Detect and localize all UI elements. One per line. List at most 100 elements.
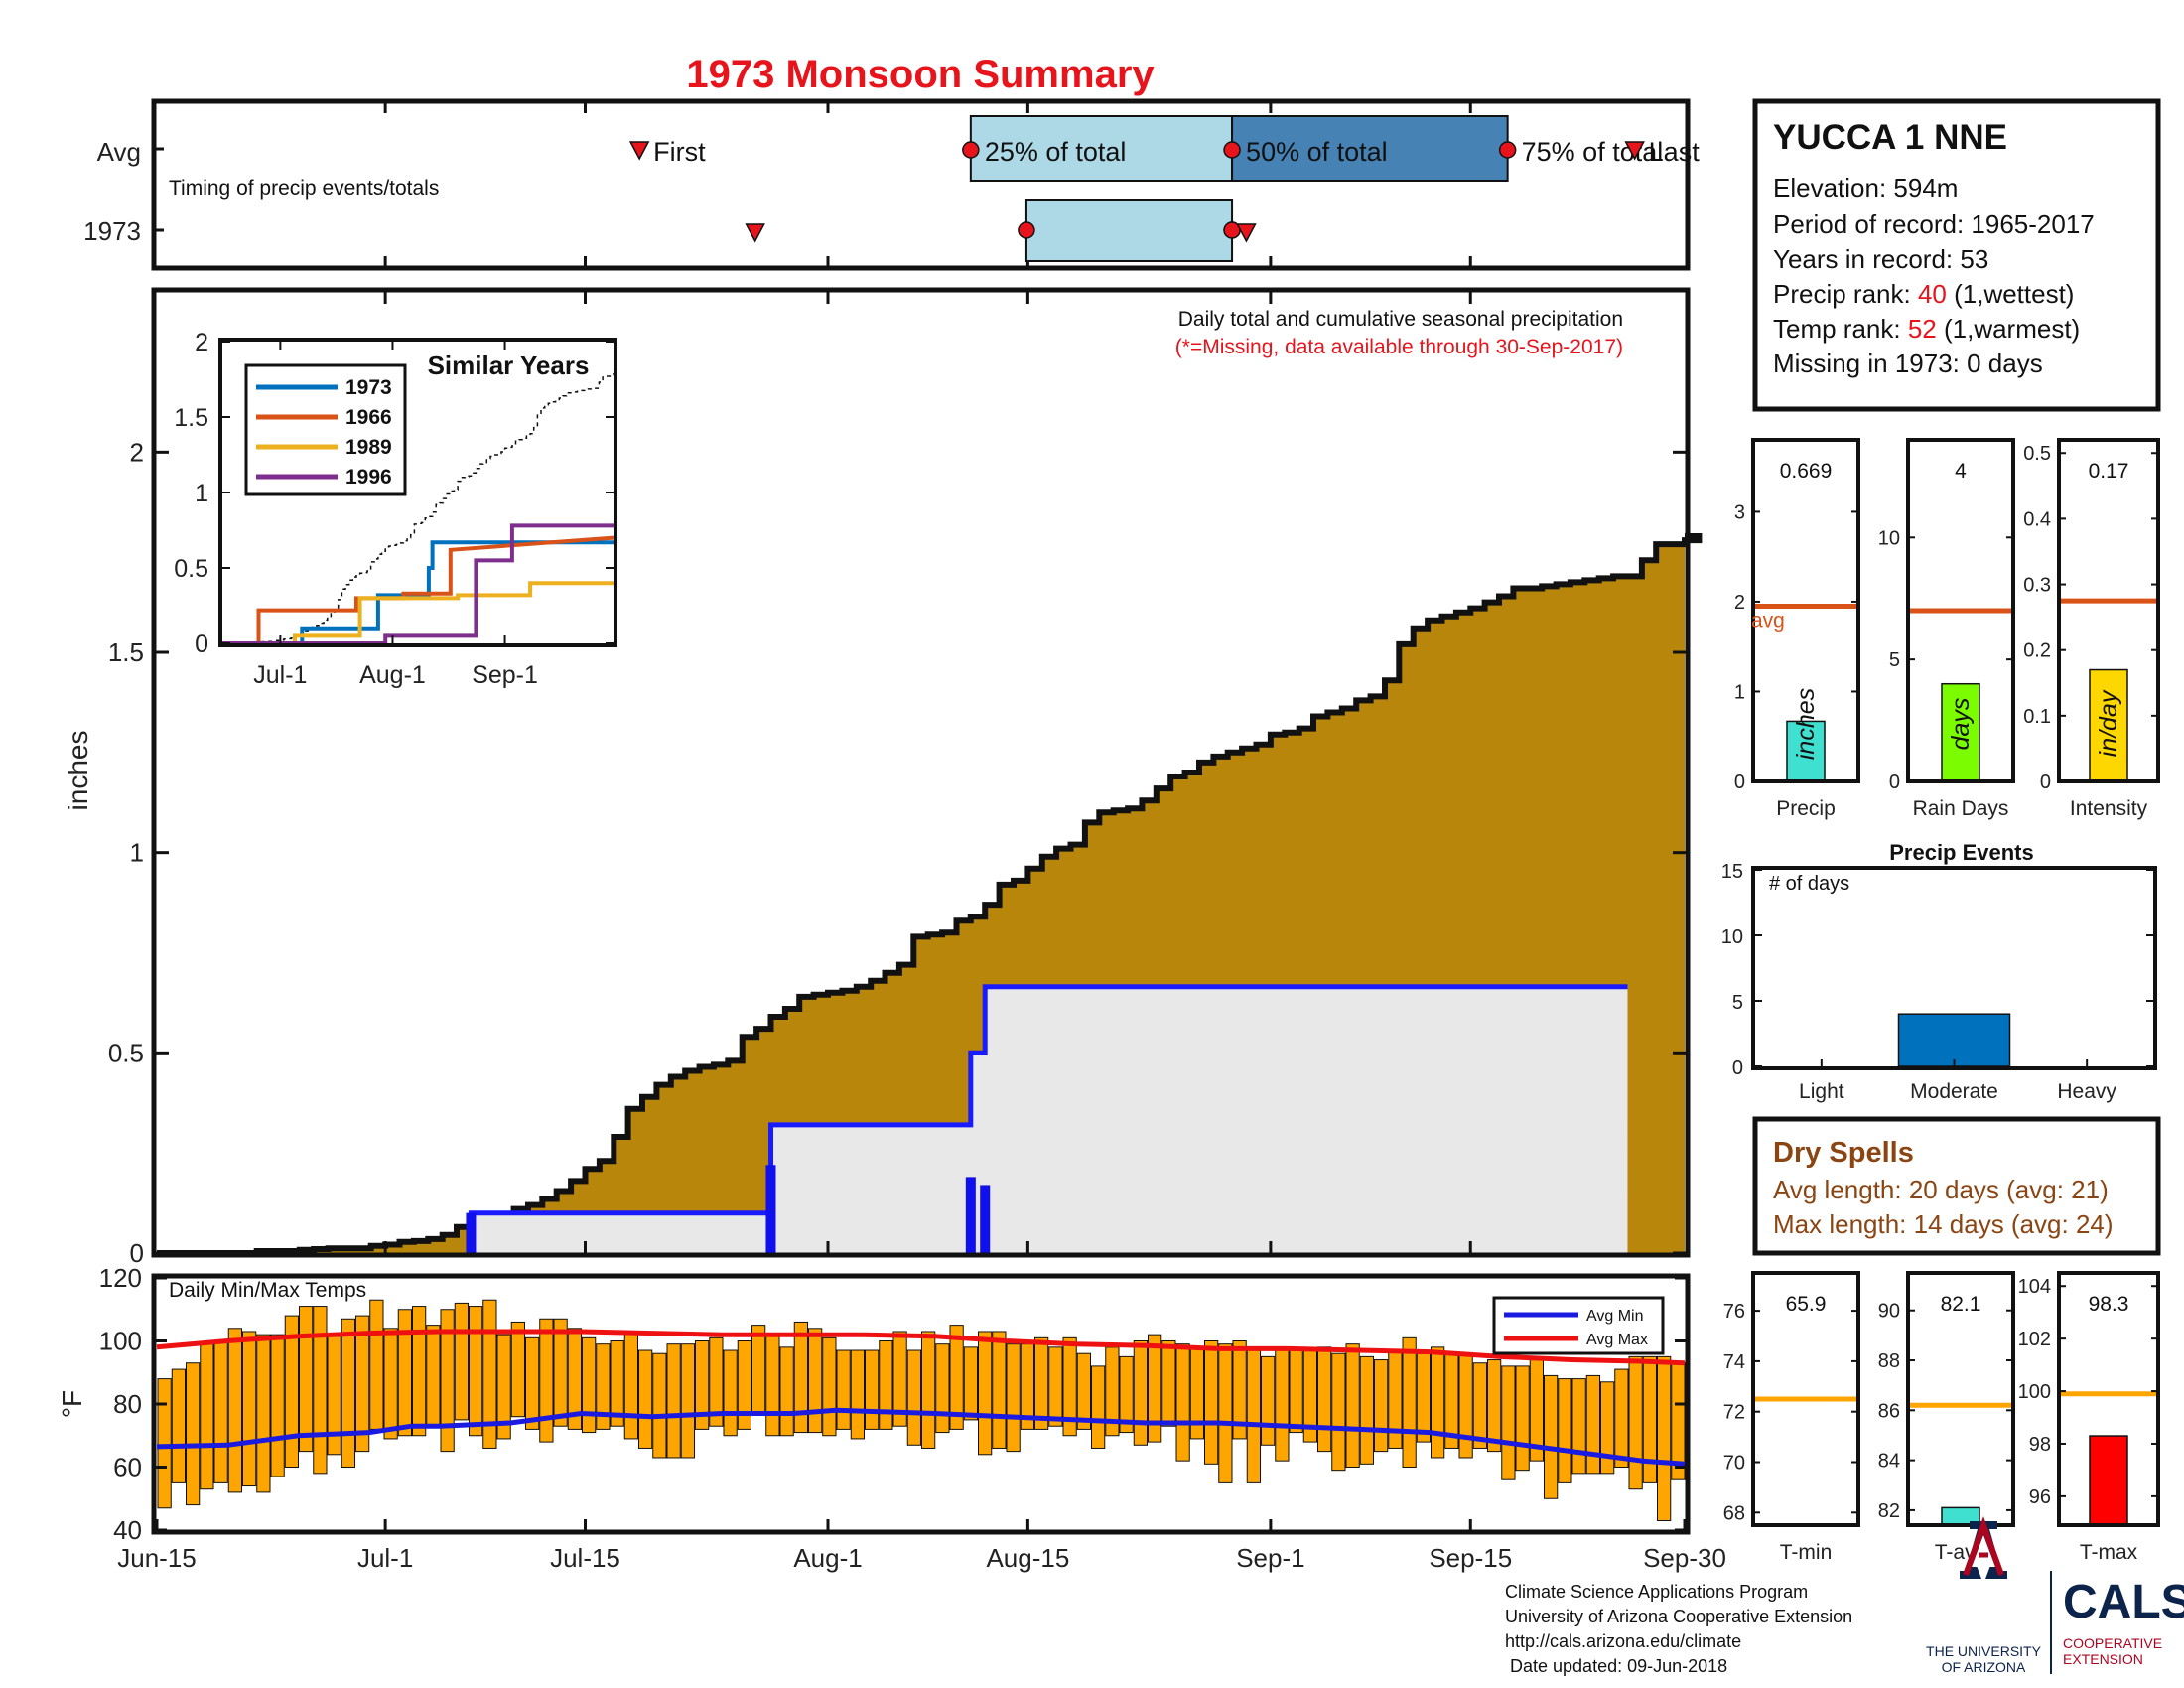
temp-range-bar [723,1349,738,1437]
avg-25-50-box [969,115,1234,182]
inset-frame [218,338,617,647]
temp-range-bar [539,1318,554,1443]
temp-range-bar [623,1331,638,1440]
avg-first-label: First [653,137,706,167]
x-tick-label: Jul-15 [550,1543,620,1573]
temp-range-bar [1048,1346,1063,1427]
panel-y-tick-label: 84 [1878,1451,1900,1473]
temp-range-bar [935,1343,950,1434]
temp-range-bar [1544,1374,1559,1499]
panel-label: Rain Days [1913,797,2009,820]
panel-value-bar [1786,720,1826,782]
footer-line-3: http://cals.arizona.edu/climate [1505,1631,1741,1651]
main-y-tick-label: 1 [130,838,144,868]
ua-logo-line-2: OF ARIZONA [1942,1659,2026,1675]
similar-year-line-1996 [222,523,614,645]
temp-range-bar [865,1349,880,1430]
precip-events-ylabel: # of days [1769,873,1849,895]
university-of-arizona-logo: THE UNIVERSITY OF ARIZONA [1926,1516,2042,1675]
precip-event-category: Heavy [2057,1080,2116,1103]
temps-chart-frame [151,1273,1691,1535]
station-elevation: Elevation: 594m [1773,173,1958,203]
panel-intensity: 0 0.1 0.2 0.3 0.4 0.5 0.17 Intensity in/day [2023,438,2160,820]
panel-label: T-min [1780,1541,1833,1564]
precip-events-title: Precip Events [1889,840,2034,865]
panel-y-tick-label: 70 [1723,1453,1745,1475]
temp-range-bar [879,1340,893,1430]
temp-range-bar [157,1378,172,1509]
temp-range-bar [510,1321,525,1418]
panel-y-tick-label: 0.2 [2023,640,2051,662]
temp-range-bar [1062,1336,1077,1437]
panel-y-tick-label: 2 [1734,592,1745,614]
daily-precip-bar [965,1177,976,1253]
temp-range-bar [1642,1355,1657,1483]
panel-value-text: 0.669 [1780,460,1833,483]
temp-range-bar [808,1328,823,1434]
temp-range-bar [1614,1368,1629,1468]
avg-75-marker [1498,141,1517,159]
similar-years-inset: 0 0.5 1 1.5 2 Jul-1 Aug-1 Sep-1 Similar Years 197… [174,329,617,689]
panel-y-tick-label: 0.1 [2023,706,2051,728]
temp-range-bar [1232,1340,1247,1440]
temp-range-bar [1657,1355,1672,1521]
panel-y-tick-label: 74 [1723,1351,1745,1373]
cals-coop-line-1: COOPERATIVE [2063,1635,2162,1651]
temp-range-bar [567,1328,582,1430]
panel-y-tick-label: 0 [2040,772,2051,793]
panel-rain-days: 0 5 10 4 Rain Days days [1878,438,2015,820]
temp-range-bar [850,1349,865,1440]
daily-precip-bar [765,1165,776,1253]
temp-range-bar [949,1325,964,1430]
dry-spells-box: Dry Spells Avg length: 20 days (avg: 21)… [1752,1116,2161,1256]
footer-line-1: Climate Science Applications Program [1505,1582,1808,1602]
temp-range-bar [469,1306,483,1437]
temp-range-bar [341,1318,355,1469]
temp-range-bar [1585,1374,1600,1475]
main-chart-title: Daily total and cumulative seasonal prec… [1178,308,1623,331]
temp-range-bar [1558,1378,1572,1483]
x-tick-label: Jul-1 [357,1543,413,1573]
station-years: Years in record: 53 [1773,244,1988,274]
panel-y-tick-label: 3 [1734,501,1745,523]
panel-y-tick-label: 96 [2029,1486,2051,1508]
temp-range-bar [369,1299,384,1430]
temp-range-bar [1148,1334,1162,1443]
temp-range-bar [1600,1381,1615,1475]
temp-range-bar [836,1349,851,1430]
temps-y-tick-label: 120 [99,1263,142,1293]
temp-range-bar [765,1334,780,1437]
temp-range-bar [482,1299,497,1449]
legend-label-1989: 1989 [345,436,392,459]
temp-range-bar [454,1302,469,1421]
x-tick-label: Sep-15 [1429,1543,1512,1573]
temp-range-bar [1133,1340,1148,1446]
panel-value-bar [2089,1435,2128,1526]
year-first-marker [745,223,765,243]
temp-range-bar [610,1340,624,1427]
temps-legend-label: Avg Max [1586,1332,1648,1348]
temps-legend-label: Avg Min [1586,1308,1644,1325]
inset-x-tick-label: Jul-1 [253,661,307,689]
timing-panel: Avg 1973 Timing of precip events/totals … [83,98,1700,271]
panel-frame [1751,438,1860,783]
station-name: YUCCA 1 NNE [1773,118,2007,157]
panel-y-tick-label: 72 [1723,1402,1745,1424]
station-missing: Missing in 1973: 0 days [1773,349,2043,378]
panel-frame [2057,438,2160,783]
timing-panel-frame [151,98,1691,271]
daily-temps-chart: 40 60 80 100 120 Jun-15 Jul-1 Jul-15 Aug-1 Aug-15… [57,1263,1726,1573]
temp-range-bar [582,1336,597,1434]
panel-value-text: 0.17 [2089,460,2129,483]
main-chart-subtitle: (*=Missing, data available through 30-Se… [1175,336,1623,358]
temp-range-bar [779,1346,794,1437]
temp-range-bar [992,1331,1007,1449]
station-precip-rank: Precip rank: 40 (1,wettest) [1773,279,2074,309]
daily-precip-bar [980,1185,991,1253]
temp-range-bar [383,1328,398,1440]
events-y-tick-label: 5 [1732,992,1743,1014]
temp-range-bar [1006,1343,1021,1453]
panel-unit-label: inches [1792,688,1820,760]
